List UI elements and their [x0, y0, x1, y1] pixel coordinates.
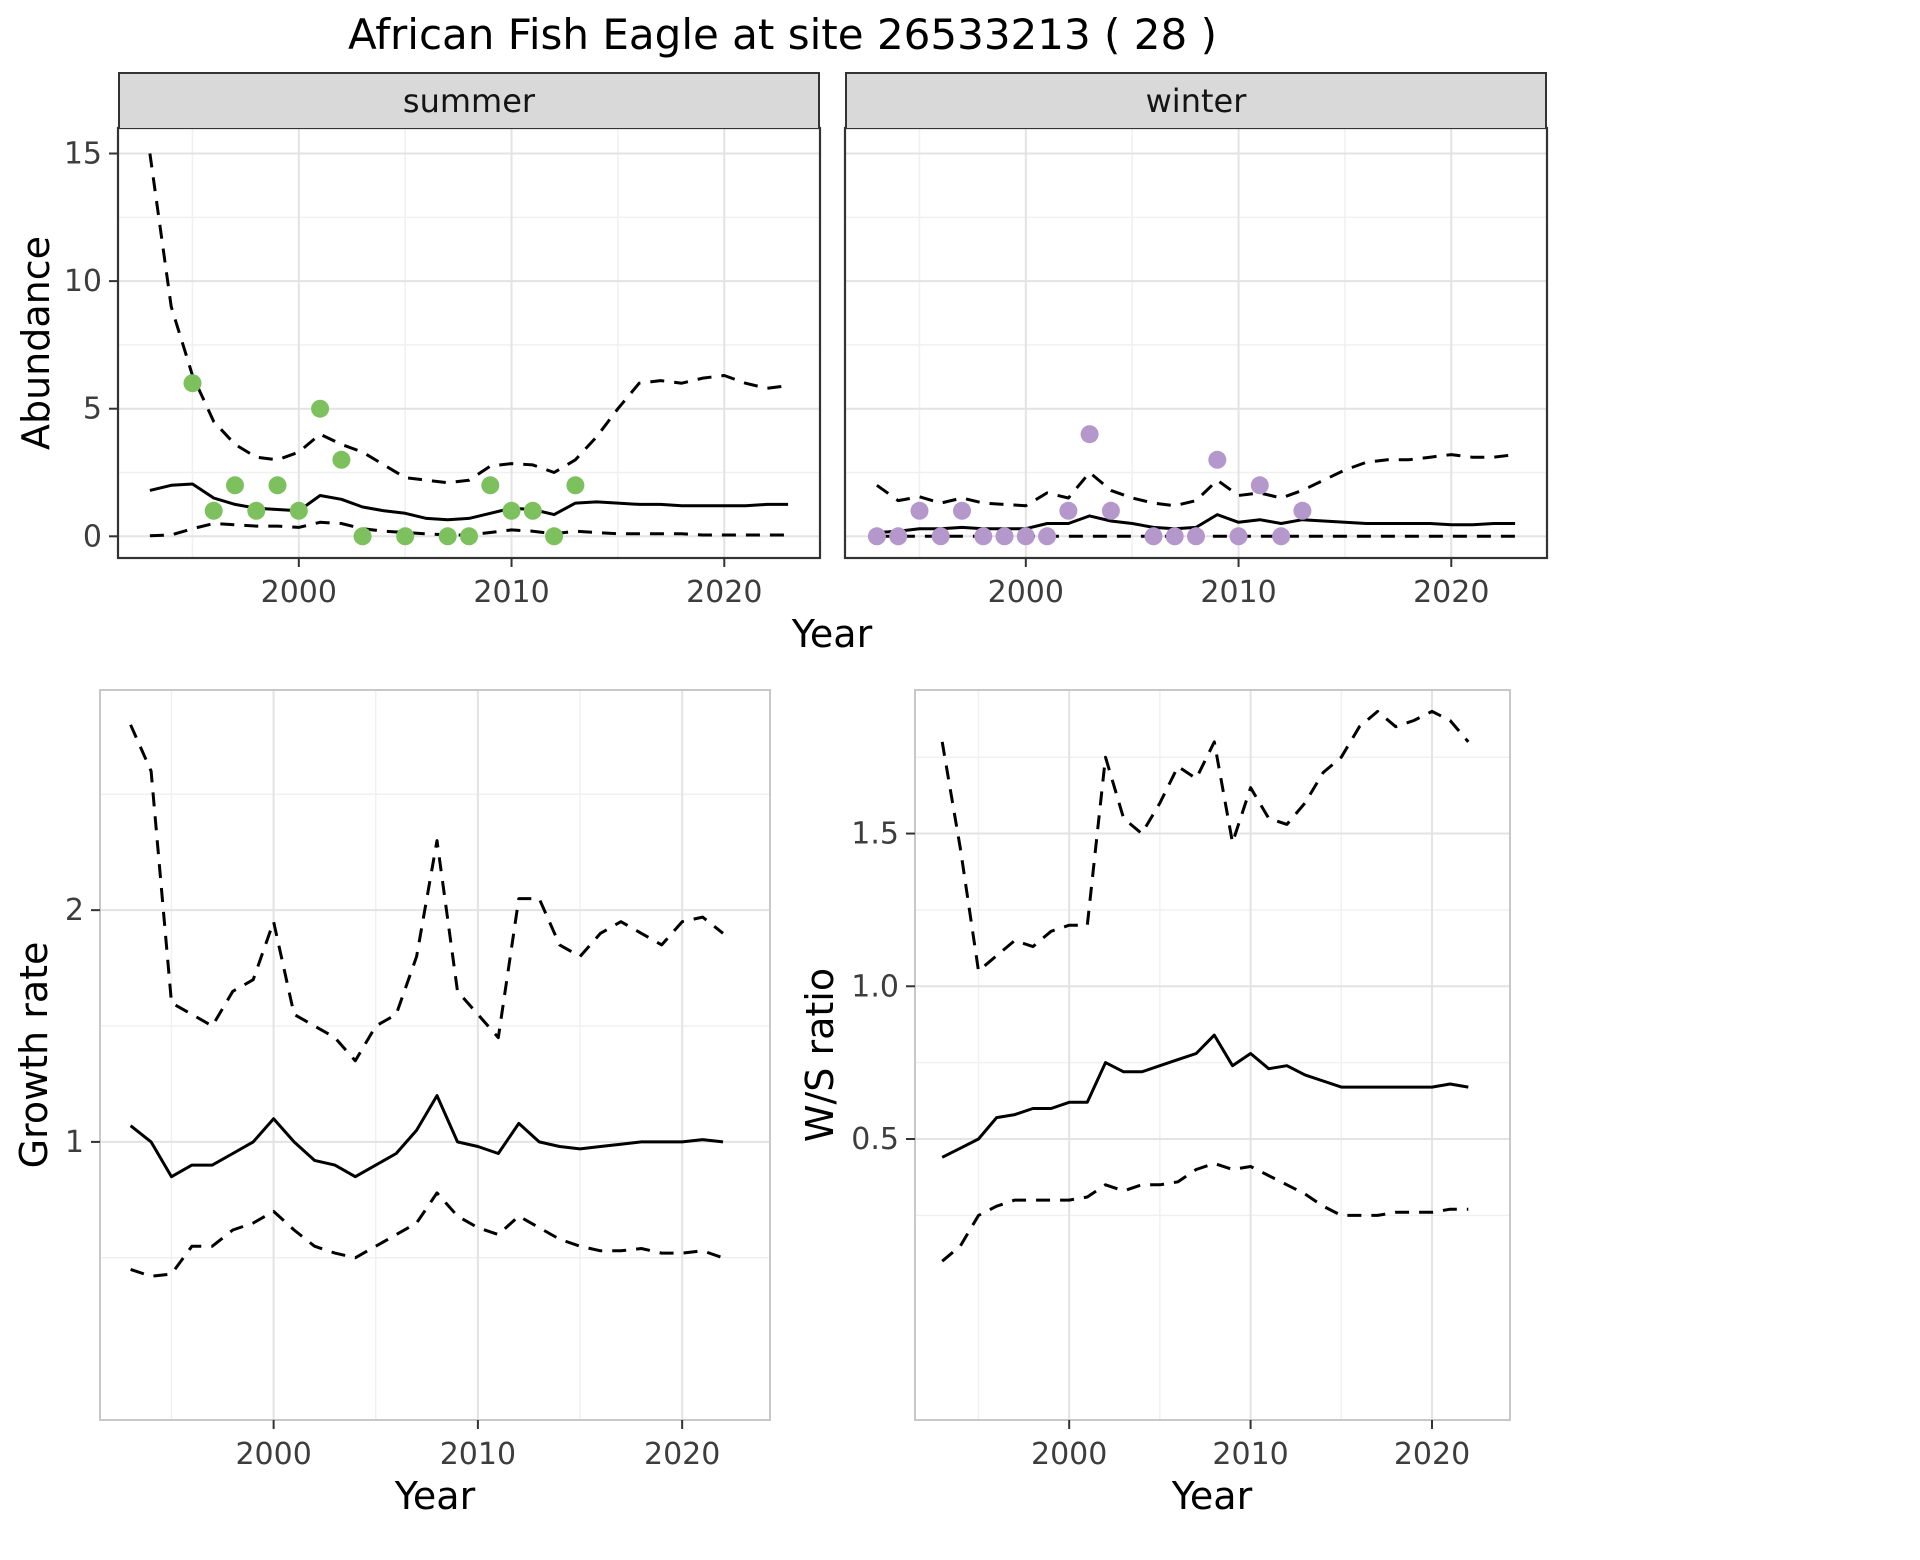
observation-point [1293, 501, 1312, 520]
x-tick-label: 2020 [644, 1437, 720, 1472]
panel-border [99, 689, 771, 1421]
growth-rate-x-axis-title: Year [394, 1474, 476, 1518]
x-tick-label: 2000 [261, 575, 337, 610]
panel-border [914, 689, 1511, 1421]
growth-rate-upper-ci-line [129, 724, 724, 1063]
observation-point [311, 399, 330, 418]
observation-point [1187, 527, 1205, 546]
observation-point [931, 527, 950, 546]
observation-point [460, 527, 478, 546]
panel-background [118, 128, 820, 558]
y-tick-label: 1 [65, 1125, 84, 1160]
observation-point [1059, 501, 1078, 520]
x-tick-label: 2020 [1394, 1437, 1470, 1472]
x-tick-label: 2010 [473, 575, 549, 610]
observation-point [268, 476, 287, 495]
x-tick-label: 2020 [686, 575, 762, 610]
panel-background [100, 690, 770, 1420]
figure-title: African Fish Eagle at site 26533213 ( 28… [348, 10, 1217, 59]
observation-point [1208, 450, 1227, 469]
x-tick-label: 2010 [440, 1437, 516, 1472]
observation-point [1229, 527, 1248, 546]
y-tick-label: 0.5 [851, 1122, 899, 1157]
observation-point [1080, 425, 1099, 444]
ws-ratio-x-axis-title: Year [1171, 1474, 1253, 1518]
ws-ratio-y-axis-title: W/S ratio [798, 967, 842, 1143]
facet-strip-summer-label: summer [402, 82, 536, 120]
chart-growth-rate: 2000 2010 2020 1 2 [65, 689, 771, 1472]
facet-strip-winter-label: winter [1145, 82, 1247, 120]
ws-ratio-lower-ci-line [941, 1161, 1469, 1263]
abundance-winter-upper-ci-line [876, 453, 1516, 508]
abundance-x-axis-title: Year [791, 612, 873, 656]
observation-point [1016, 527, 1035, 546]
x-tick-label: 2000 [1031, 1437, 1107, 1472]
observation-point [1038, 527, 1057, 546]
y-tick-label: 5 [83, 392, 102, 427]
chart-ws-ratio: 2000 2010 2020 0.5 1.0 1.5 [851, 689, 1511, 1472]
observation-point [204, 501, 223, 520]
observation-point [889, 527, 908, 546]
observation-point [226, 476, 244, 495]
x-tick-label: 2000 [235, 1437, 311, 1472]
observation-point [974, 527, 993, 546]
observation-point [396, 527, 415, 546]
observation-point [953, 501, 971, 520]
x-tick-label: 2000 [988, 575, 1064, 610]
panel-border [116, 126, 822, 560]
observation-point [1165, 527, 1184, 546]
observation-point [332, 450, 351, 469]
y-tick-label: 0 [83, 519, 102, 554]
y-tick-label: 1.5 [851, 817, 899, 852]
panel-border [843, 126, 1549, 560]
abundance-y-axis-title: Abundance [14, 235, 58, 451]
observation-point [438, 527, 457, 546]
x-tick-label: 2010 [1200, 575, 1276, 610]
growth-rate-lower-ci-line [130, 1191, 724, 1278]
facet-strip-summer: summer [118, 72, 820, 128]
x-tick-label: 2010 [1212, 1437, 1288, 1472]
observation-point [183, 374, 202, 393]
observation-point [545, 527, 564, 546]
observation-point [867, 527, 886, 546]
chart-abundance-winter: 2000 2010 2020 [843, 126, 1549, 610]
ws-ratio-upper-ci-line [940, 709, 1470, 973]
observation-point [1144, 527, 1163, 546]
observation-point [289, 501, 308, 520]
chart-abundance-summer: 2000 2010 2020 0 5 10 15 [64, 126, 822, 610]
growth-rate-y-axis-title: Growth rate [12, 941, 56, 1169]
y-tick-label: 15 [64, 137, 102, 172]
observation-point [1272, 527, 1291, 546]
y-tick-label: 2 [65, 893, 84, 928]
abundance-summer-upper-ci-line [148, 153, 789, 485]
observation-point [1250, 476, 1269, 495]
observation-point [566, 476, 585, 495]
observation-point [1101, 501, 1120, 520]
facet-strip-winter: winter [845, 72, 1547, 128]
ws-ratio-fit-line [941, 1033, 1469, 1159]
y-tick-label: 1.0 [851, 969, 899, 1004]
abundance-winter-observed-points [867, 425, 1312, 546]
observation-point [995, 527, 1014, 546]
panel-background [915, 690, 1510, 1420]
y-tick-label: 10 [64, 264, 102, 299]
panel-background [845, 128, 1547, 558]
observation-point [523, 501, 542, 520]
observation-point [481, 476, 500, 495]
observation-point [353, 527, 372, 546]
growth-rate-fit-line [129, 1094, 724, 1179]
observation-point [502, 501, 521, 520]
x-tick-label: 2020 [1413, 575, 1489, 610]
abundance-summer-observed-points [183, 374, 585, 546]
observation-point [247, 501, 266, 520]
observation-point [910, 501, 929, 520]
